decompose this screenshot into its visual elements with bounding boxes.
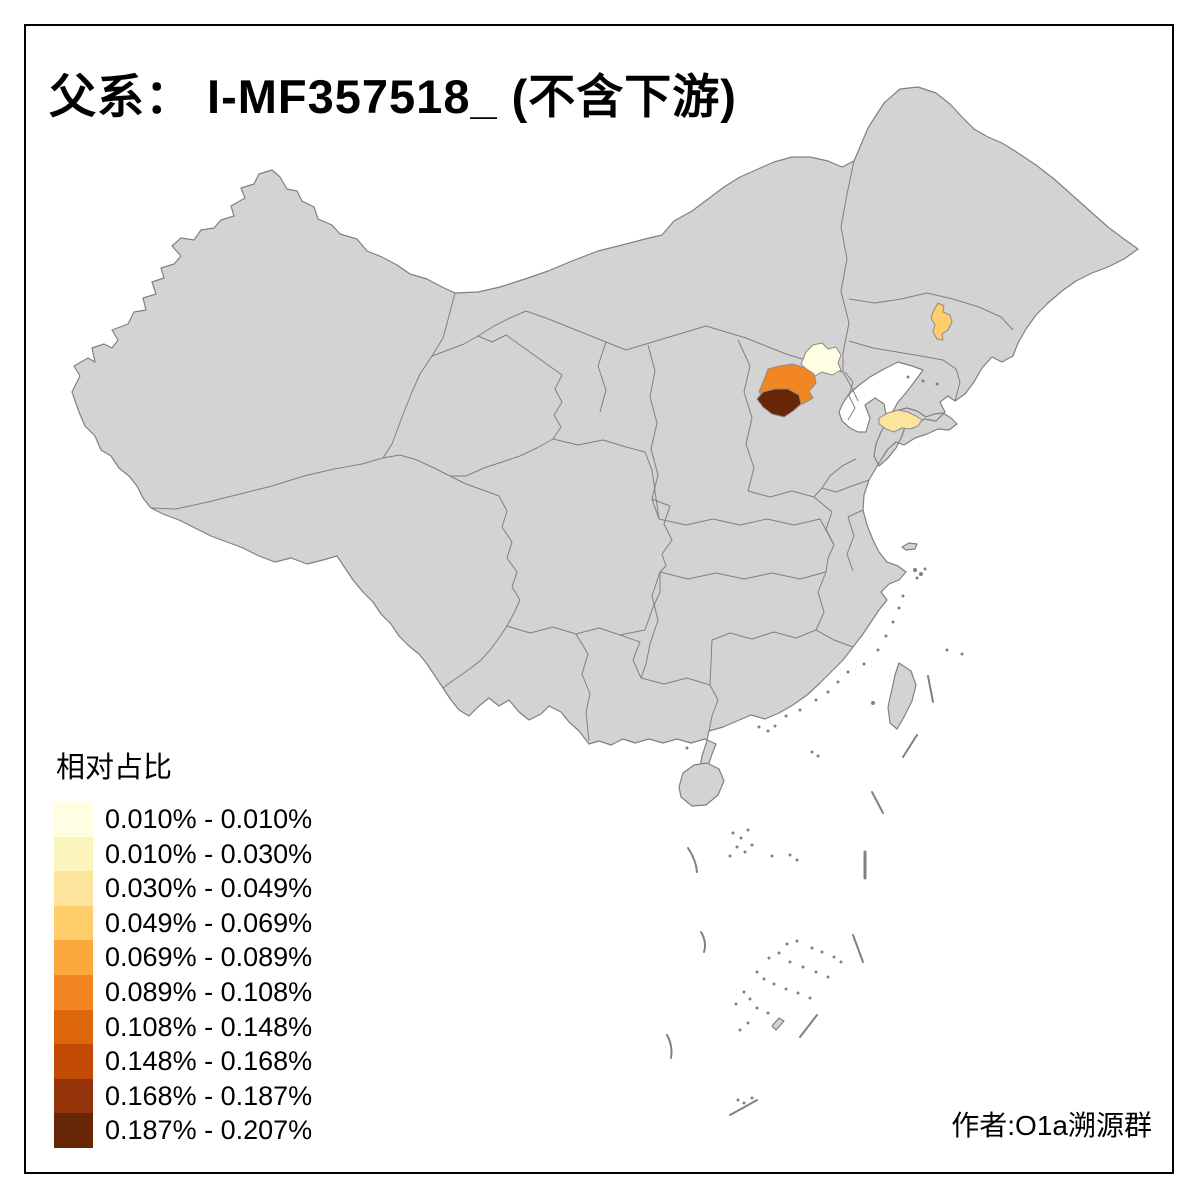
legend-swatch (54, 1044, 93, 1079)
legend-label: 0.030% - 0.049% (105, 873, 313, 904)
legend-label: 0.089% - 0.108% (105, 976, 313, 1007)
legend-label: 0.069% - 0.089% (105, 942, 313, 973)
attribution-text: 作者:O1a溯源群 (951, 1110, 1152, 1141)
legend-swatch (54, 1078, 93, 1114)
chongming-island (901, 542, 918, 551)
legend-swatch (54, 905, 93, 941)
legend-row: 0.089% - 0.108% (54, 974, 313, 1010)
china-mainland-shape (71, 86, 1139, 769)
legend-row: 0.010% - 0.030% (54, 836, 313, 872)
legend-label: 0.049% - 0.069% (105, 907, 313, 938)
legend-label: 0.010% - 0.010% (105, 804, 313, 834)
legend-label: 0.010% - 0.030% (105, 838, 313, 869)
map-region-shandong-peninsula (878, 409, 923, 433)
legend-row: 0.049% - 0.069% (54, 905, 313, 941)
legend: 相对占比 0.010% - 0.010% 0.010% - 0.030% 0.0… (54, 744, 312, 1148)
legend-swatch (54, 871, 93, 906)
legend-row: 0.108% - 0.148% (54, 1009, 313, 1045)
legend-row: 0.030% - 0.049% (54, 871, 312, 906)
hainan-island (678, 762, 725, 807)
islands (678, 542, 918, 1031)
legend-swatch (54, 1009, 93, 1045)
legend-swatch (54, 802, 93, 837)
taiwan-island (887, 662, 917, 730)
nine-dash-line (666, 675, 934, 1116)
legend-label: 0.187% - 0.207% (105, 1115, 313, 1146)
legend-label: 0.168% - 0.187% (105, 1080, 313, 1111)
map-region-hebei-southwest (756, 388, 802, 418)
highlighted-regions (756, 302, 953, 433)
spratly-islet (771, 1017, 785, 1031)
legend-row: 0.069% - 0.089% (54, 940, 312, 975)
page-title: 父系： I-MF357518_ (不含下游) (49, 70, 737, 123)
legend-title: 相对占比 (56, 752, 173, 784)
legend-swatch (54, 974, 93, 1010)
legend-swatch (54, 1113, 93, 1148)
province-borders (150, 160, 1014, 742)
map-region-jilin-central (930, 302, 953, 341)
legend-row: 0.168% - 0.187% (54, 1078, 313, 1114)
legend-label: 0.108% - 0.148% (105, 1011, 313, 1042)
legend-rows: 0.010% - 0.010% 0.010% - 0.030% 0.030% -… (54, 802, 312, 1148)
legend-row: 0.010% - 0.010% (54, 802, 312, 837)
island-dots (685, 375, 964, 1105)
legend-swatch (54, 836, 93, 872)
legend-row: 0.187% - 0.207% (54, 1113, 312, 1148)
legend-label: 0.148% - 0.168% (105, 1046, 313, 1077)
legend-row: 0.148% - 0.168% (54, 1044, 312, 1079)
legend-swatch (54, 940, 93, 975)
